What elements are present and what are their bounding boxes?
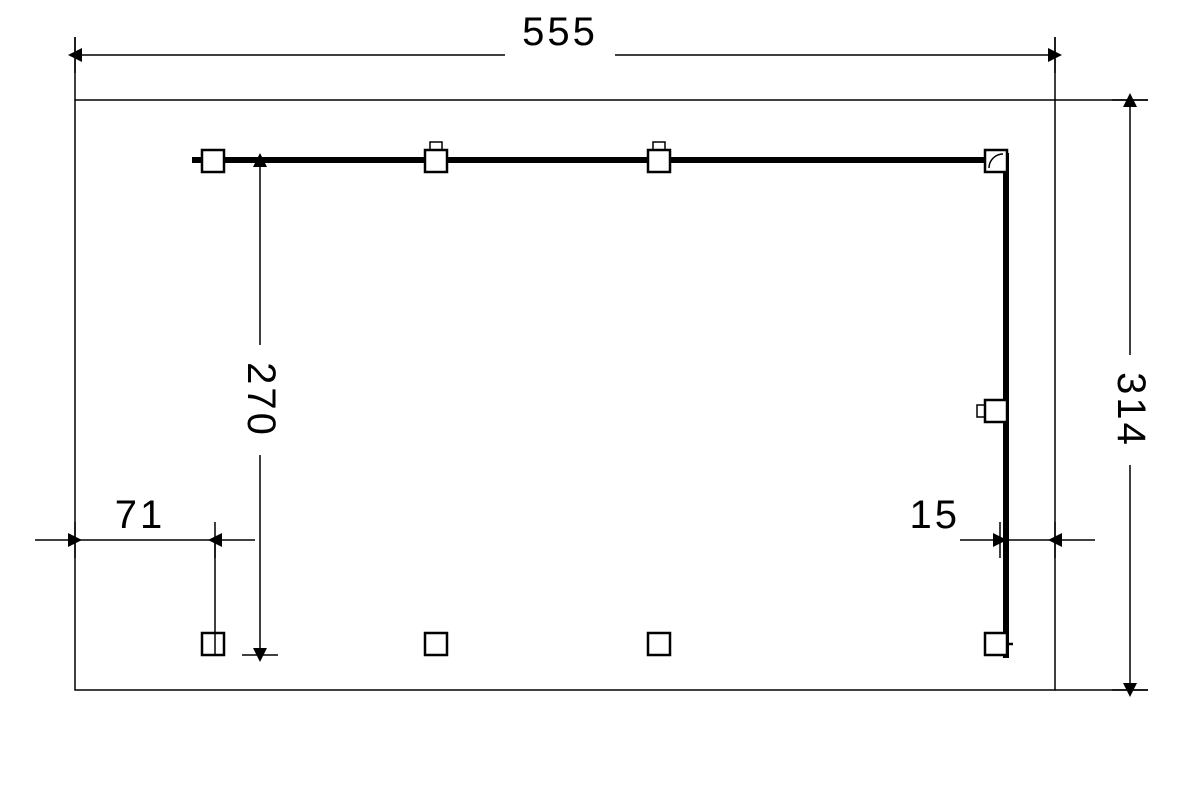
dim-left-71-label: 71 xyxy=(115,493,166,537)
bottom-post-0 xyxy=(202,633,224,655)
dim-width-555: 555 xyxy=(75,10,1055,73)
bottom-post-3 xyxy=(985,633,1007,655)
outer-boundary xyxy=(75,100,1055,690)
dim-inner-270: 270 xyxy=(239,160,283,655)
dim-height-314-label: 314 xyxy=(1109,372,1153,448)
top-post-2 xyxy=(648,142,670,172)
dim-right-15-label: 15 xyxy=(910,493,961,537)
bottom-post-2 xyxy=(648,633,670,655)
dim-right-15: 15 xyxy=(910,493,1096,558)
bottom-post-1 xyxy=(425,633,447,655)
top-post-0 xyxy=(194,150,224,172)
right-mid-post xyxy=(977,400,1007,422)
top-post-3 xyxy=(985,150,1007,172)
dim-height-314: 314 xyxy=(1109,100,1153,690)
top-post-1 xyxy=(425,142,447,172)
dim-left-71: 71 xyxy=(35,493,255,655)
dim-inner-270-label: 270 xyxy=(239,362,283,438)
dim-width-555-label: 555 xyxy=(522,10,598,54)
